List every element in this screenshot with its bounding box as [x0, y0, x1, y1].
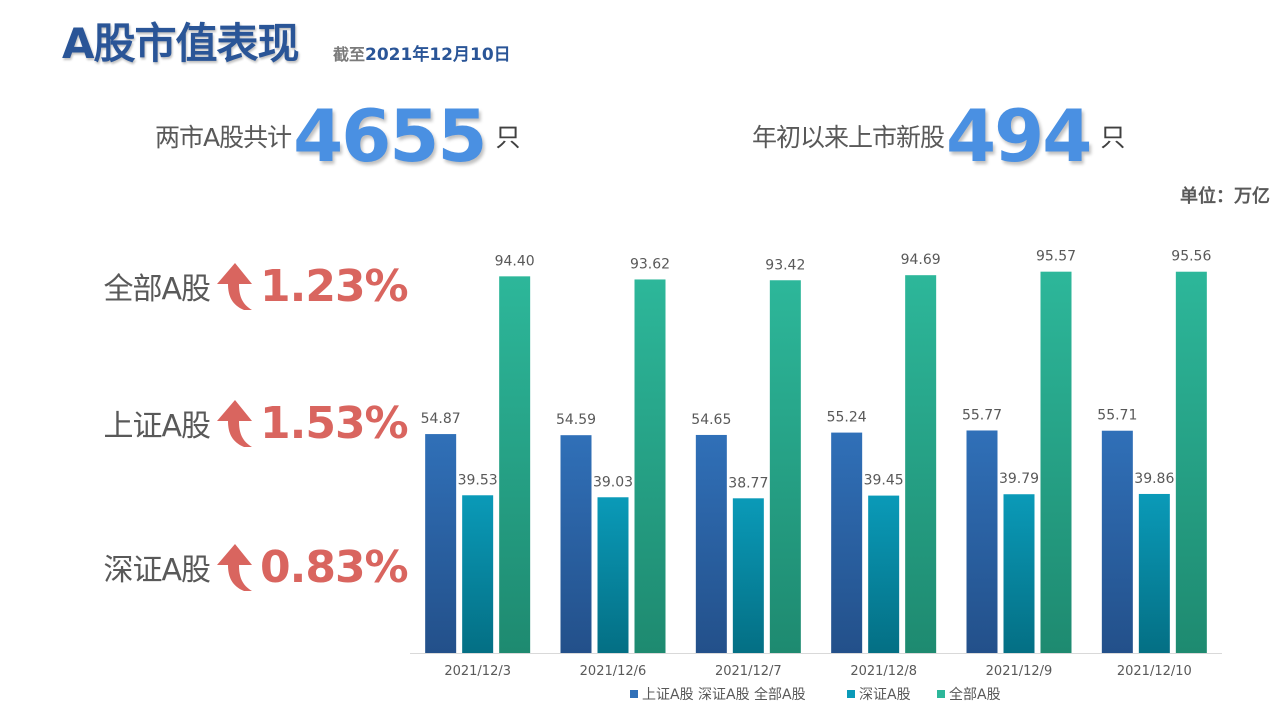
bar-1-2 [560, 435, 592, 653]
as-of-date: 截至2021年12月10日 [333, 40, 511, 65]
new-listings-value: 494 [946, 94, 1092, 178]
x-tick-label: 2021/12/6 [580, 664, 647, 679]
bar-1-5 [966, 430, 998, 653]
change-row-shenzhen: 深证A股 0.83% [0, 537, 410, 597]
as-of-value: 2021年12月10日 [365, 45, 511, 65]
bar-3-5 [1040, 271, 1072, 653]
data-label: 38.77 [728, 475, 768, 491]
data-label: 39.79 [999, 471, 1039, 487]
new-listings-unit: 只 [1100, 123, 1126, 152]
up-arrow-icon [217, 263, 252, 310]
data-label: 39.03 [593, 474, 633, 490]
change-row-all: 全部A股 1.23% [0, 256, 410, 316]
data-label: 93.42 [765, 257, 805, 273]
bar-1-6 [1101, 430, 1133, 653]
bar-3-2 [634, 279, 666, 653]
new-listings-stat: 年初以来上市新股 494 只 [752, 94, 1126, 178]
bar-1-3 [695, 434, 727, 653]
bar-1-1 [425, 434, 457, 653]
bar-2-2 [597, 497, 629, 653]
data-label: 54.65 [691, 412, 731, 428]
bar-3-6 [1175, 271, 1207, 653]
change-label: 全部A股 [103, 272, 211, 307]
bar-2-6 [1138, 493, 1170, 653]
up-arrow-icon [217, 544, 252, 591]
legend-label: 深证A股 [859, 687, 911, 703]
legend-label: 全部A股 [949, 686, 1001, 703]
x-tick-label: 2021/12/8 [850, 664, 917, 679]
up-arrow-icon [217, 400, 252, 447]
data-label: 55.77 [962, 407, 1002, 423]
data-label: 39.45 [864, 473, 904, 489]
legend-swatch [847, 690, 855, 698]
data-label: 39.53 [458, 472, 498, 488]
bar-2-3 [732, 498, 764, 653]
change-value: 1.23% [260, 260, 409, 312]
total-stocks-unit: 只 [495, 123, 521, 152]
page-title: A股市值表现 [62, 19, 300, 68]
new-listings-label: 年初以来上市新股 [752, 123, 945, 152]
legend-swatch [630, 690, 638, 698]
x-tick-label: 2021/12/10 [1117, 664, 1192, 679]
data-label: 94.40 [495, 253, 535, 269]
data-label: 95.57 [1036, 249, 1076, 265]
change-label: 深证A股 [103, 553, 211, 588]
data-label: 55.24 [827, 410, 867, 426]
total-stocks-stat: 两市A股共计 4655 只 [155, 94, 521, 178]
bar-2-4 [868, 495, 900, 653]
bar-2-5 [1003, 494, 1035, 653]
bar-3-4 [905, 275, 937, 653]
x-tick-label: 2021/12/9 [986, 664, 1053, 679]
data-label: 54.59 [556, 412, 596, 428]
bar-3-1 [499, 276, 531, 653]
change-value: 1.53% [260, 397, 409, 449]
change-label: 上证A股 [103, 409, 211, 444]
as-of-prefix: 截至 [333, 45, 366, 64]
data-label: 93.62 [630, 256, 670, 272]
x-tick-label: 2021/12/7 [715, 664, 782, 679]
total-stocks-value: 4655 [293, 94, 487, 178]
unit-label: 单位：万亿 [1180, 186, 1270, 207]
legend-swatch [937, 690, 945, 698]
data-label: 39.86 [1134, 471, 1174, 487]
legend-label: 上证A股 深证A股 全部A股 [642, 686, 806, 703]
x-tick-label: 2021/12/3 [444, 664, 511, 679]
total-stocks-label: 两市A股共计 [155, 123, 292, 152]
bar-2-1 [462, 495, 494, 653]
bar-1-4 [831, 432, 863, 653]
data-label: 54.87 [421, 411, 461, 427]
data-label: 94.69 [901, 252, 941, 268]
bar-3-3 [769, 280, 801, 653]
change-value: 0.83% [260, 541, 409, 593]
change-row-shanghai: 上证A股 1.53% [0, 393, 410, 453]
data-label: 55.71 [1097, 408, 1137, 424]
data-label: 95.56 [1171, 249, 1211, 265]
